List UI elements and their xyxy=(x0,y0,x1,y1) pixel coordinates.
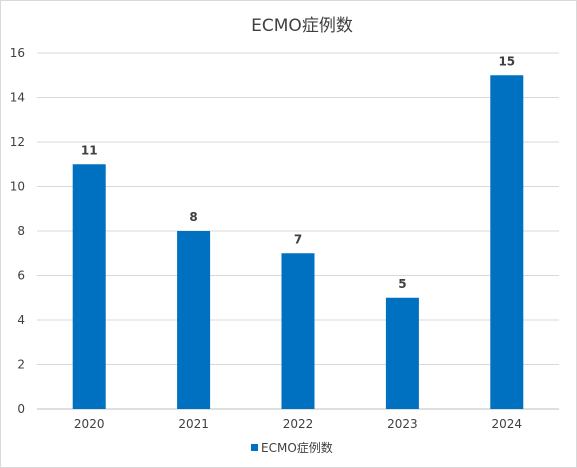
y-tick-label: 10 xyxy=(10,180,25,194)
gridlines xyxy=(37,52,559,410)
x-tick-label-2024: 2024 xyxy=(492,417,523,431)
bars xyxy=(72,75,524,409)
legend-label: ECMO症例数 xyxy=(261,440,333,455)
bar-2023 xyxy=(385,297,419,409)
bar-2020 xyxy=(72,164,106,409)
x-tick-label-2020: 2020 xyxy=(74,417,105,431)
y-axis-ticks: 0 2 4 6 8 10 12 14 16 xyxy=(10,46,25,416)
data-labels: 11 8 7 5 15 xyxy=(81,54,515,291)
data-label-2023: 5 xyxy=(398,277,406,291)
y-tick-label: 4 xyxy=(17,313,25,327)
bar-2022 xyxy=(281,253,315,409)
data-label-2020: 11 xyxy=(81,143,98,157)
y-tick-label: 8 xyxy=(17,224,25,238)
legend: ECMO症例数 xyxy=(251,440,333,455)
x-axis-ticks: 2020 2021 2022 2023 2024 xyxy=(74,417,522,431)
data-label-2021: 8 xyxy=(189,210,197,224)
y-tick-label: 12 xyxy=(10,135,25,149)
bar-2021 xyxy=(177,231,211,409)
data-label-2024: 15 xyxy=(498,54,515,68)
y-tick-label: 2 xyxy=(17,358,25,372)
chart-title: ECMO症例数 xyxy=(251,16,353,36)
data-label-2022: 7 xyxy=(294,232,302,246)
x-tick-label-2022: 2022 xyxy=(283,417,314,431)
x-tick-label-2023: 2023 xyxy=(387,417,418,431)
y-tick-label: 6 xyxy=(17,269,25,283)
bar-2024 xyxy=(490,75,524,409)
y-tick-label: 0 xyxy=(17,402,25,416)
y-tick-label: 16 xyxy=(10,46,25,60)
y-tick-label: 14 xyxy=(10,91,25,105)
legend-swatch xyxy=(251,444,258,451)
x-tick-label-2021: 2021 xyxy=(178,417,209,431)
